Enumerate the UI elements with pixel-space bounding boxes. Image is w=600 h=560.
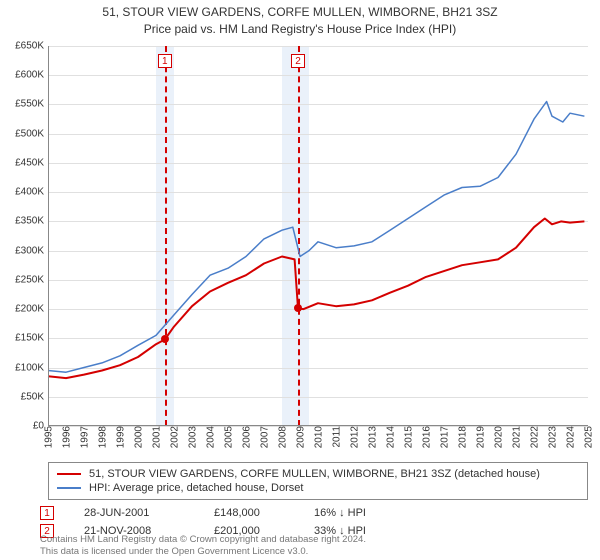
y-tick-label: £400K [15, 187, 48, 198]
legend-item: 51, STOUR VIEW GARDENS, CORFE MULLEN, WI… [57, 467, 579, 481]
footer: Contains HM Land Registry data © Crown c… [40, 534, 366, 558]
x-tick-label: 2016 [420, 426, 433, 448]
x-tick-label: 2013 [366, 426, 379, 448]
chart-title-line2: Price paid vs. HM Land Registry's House … [0, 21, 600, 38]
x-tick-label: 2018 [456, 426, 469, 448]
line-svg [48, 46, 588, 426]
legend: 51, STOUR VIEW GARDENS, CORFE MULLEN, WI… [48, 462, 588, 500]
x-tick-label: 2005 [222, 426, 235, 448]
x-tick-label: 2007 [258, 426, 271, 448]
x-tick-label: 2020 [492, 426, 505, 448]
sale-marker-badge: 1 [158, 54, 172, 68]
y-tick-label: £200K [15, 304, 48, 315]
x-tick-label: 1999 [114, 426, 127, 448]
x-tick-label: 2025 [582, 426, 595, 448]
y-tick-label: £600K [15, 70, 48, 81]
x-tick-label: 2011 [330, 426, 343, 448]
x-tick-label: 2017 [438, 426, 451, 448]
x-tick-label: 2023 [546, 426, 559, 448]
legend-swatch [57, 473, 81, 475]
x-tick-label: 2010 [312, 426, 325, 448]
sale-diff: 16% ↓ HPI [314, 507, 404, 519]
x-tick-label: 1995 [42, 426, 55, 448]
x-tick-label: 2021 [510, 426, 523, 448]
sale-badge: 1 [40, 506, 54, 520]
x-tick-label: 1998 [96, 426, 109, 448]
legend-item: HPI: Average price, detached house, Dors… [57, 481, 579, 495]
legend-label: 51, STOUR VIEW GARDENS, CORFE MULLEN, WI… [89, 468, 540, 480]
footer-line2: This data is licensed under the Open Gov… [40, 546, 366, 558]
x-tick-label: 2014 [384, 426, 397, 448]
x-tick-label: 2001 [150, 426, 163, 448]
y-tick-label: £100K [15, 362, 48, 373]
plot-area: £0£50K£100K£150K£200K£250K£300K£350K£400… [48, 46, 588, 426]
x-tick-label: 2006 [240, 426, 253, 448]
x-tick-label: 2022 [528, 426, 541, 448]
y-tick-label: £50K [21, 391, 48, 402]
y-tick-label: £500K [15, 128, 48, 139]
x-tick-label: 2003 [186, 426, 199, 448]
y-tick-label: £300K [15, 245, 48, 256]
legend-label: HPI: Average price, detached house, Dors… [89, 482, 303, 494]
legend-swatch [57, 487, 81, 489]
x-tick-label: 2000 [132, 426, 145, 448]
y-tick-label: £250K [15, 274, 48, 285]
x-tick-label: 2015 [402, 426, 415, 448]
y-tick-label: £650K [15, 41, 48, 52]
x-tick-label: 2002 [168, 426, 181, 448]
x-tick-label: 2004 [204, 426, 217, 448]
x-tick-label: 2024 [564, 426, 577, 448]
series-property [48, 219, 584, 379]
y-tick-label: £350K [15, 216, 48, 227]
x-tick-label: 1996 [60, 426, 73, 448]
sale-marker-dot [161, 335, 169, 343]
x-axis-line [48, 425, 588, 426]
chart-title-line1: 51, STOUR VIEW GARDENS, CORFE MULLEN, WI… [0, 0, 600, 21]
footer-line1: Contains HM Land Registry data © Crown c… [40, 534, 366, 546]
chart-container: 51, STOUR VIEW GARDENS, CORFE MULLEN, WI… [0, 0, 600, 560]
sale-marker-dot [294, 304, 302, 312]
sale-price: £148,000 [214, 507, 284, 519]
x-tick-label: 2008 [276, 426, 289, 448]
y-tick-label: £150K [15, 333, 48, 344]
x-tick-label: 1997 [78, 426, 91, 448]
x-tick-label: 2012 [348, 426, 361, 448]
x-tick-label: 2019 [474, 426, 487, 448]
sale-date: 28-JUN-2001 [84, 507, 184, 519]
x-tick-label: 2009 [294, 426, 307, 448]
y-tick-label: £550K [15, 99, 48, 110]
y-tick-label: £450K [15, 157, 48, 168]
series-hpi [48, 102, 584, 373]
y-axis-line [48, 46, 49, 426]
sale-row: 1 28-JUN-2001 £148,000 16% ↓ HPI [40, 504, 590, 522]
sale-marker-badge: 2 [291, 54, 305, 68]
